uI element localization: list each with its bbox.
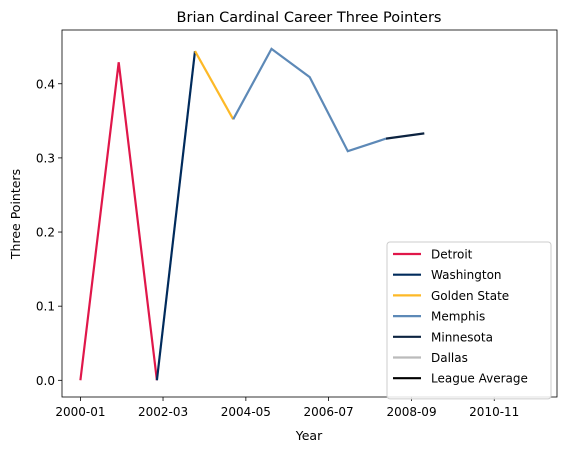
series-line-golden-state bbox=[194, 50, 235, 120]
legend: Detroit Washington Golden State Memphis Minn… bbox=[386, 241, 552, 400]
legend-label: League Average bbox=[431, 372, 528, 386]
x-tick-label: 2006-07 bbox=[304, 405, 354, 419]
x-tick-label: 2008-09 bbox=[386, 405, 436, 419]
legend-label: Golden State bbox=[431, 289, 509, 303]
axes-frame bbox=[61, 29, 558, 398]
series-line-minnesota bbox=[385, 132, 425, 140]
y-tick-label: 0.3 bbox=[36, 151, 55, 165]
x-tick-label: 2000-01 bbox=[55, 405, 105, 419]
legend-label: Detroit bbox=[431, 248, 473, 262]
legend-label: Memphis bbox=[431, 310, 485, 324]
y-tick-label: 0.2 bbox=[36, 226, 55, 240]
y-tick-label: 0.0 bbox=[36, 374, 55, 388]
y-tick-label: 0.4 bbox=[36, 77, 55, 91]
legend-box bbox=[386, 241, 552, 400]
legend-label: Minnesota bbox=[431, 330, 493, 344]
legend-label: Dallas bbox=[431, 351, 468, 365]
chart-title: Brian Cardinal Career Three Pointers bbox=[177, 10, 442, 26]
series-line-memphis bbox=[232, 47, 387, 153]
y-axis-label: Three Pointers bbox=[8, 169, 23, 260]
plot-lines bbox=[79, 47, 425, 381]
legend-label: Washington bbox=[431, 268, 502, 282]
y-tick-label: 0.1 bbox=[36, 300, 55, 314]
x-axis-label: Year bbox=[295, 428, 323, 443]
y-axis-ticks: 0.0 0.1 0.2 0.3 0.4 bbox=[36, 77, 62, 388]
series-line-detroit bbox=[79, 62, 158, 381]
x-tick-label: 2010-11 bbox=[469, 405, 519, 419]
series-line-washington bbox=[155, 50, 197, 381]
x-axis-ticks: 2000-01 2002-03 2004-05 2006-07 2008-09 2010-… bbox=[55, 397, 519, 419]
x-tick-label: 2002-03 bbox=[138, 405, 188, 419]
x-tick-label: 2004-05 bbox=[221, 405, 271, 419]
